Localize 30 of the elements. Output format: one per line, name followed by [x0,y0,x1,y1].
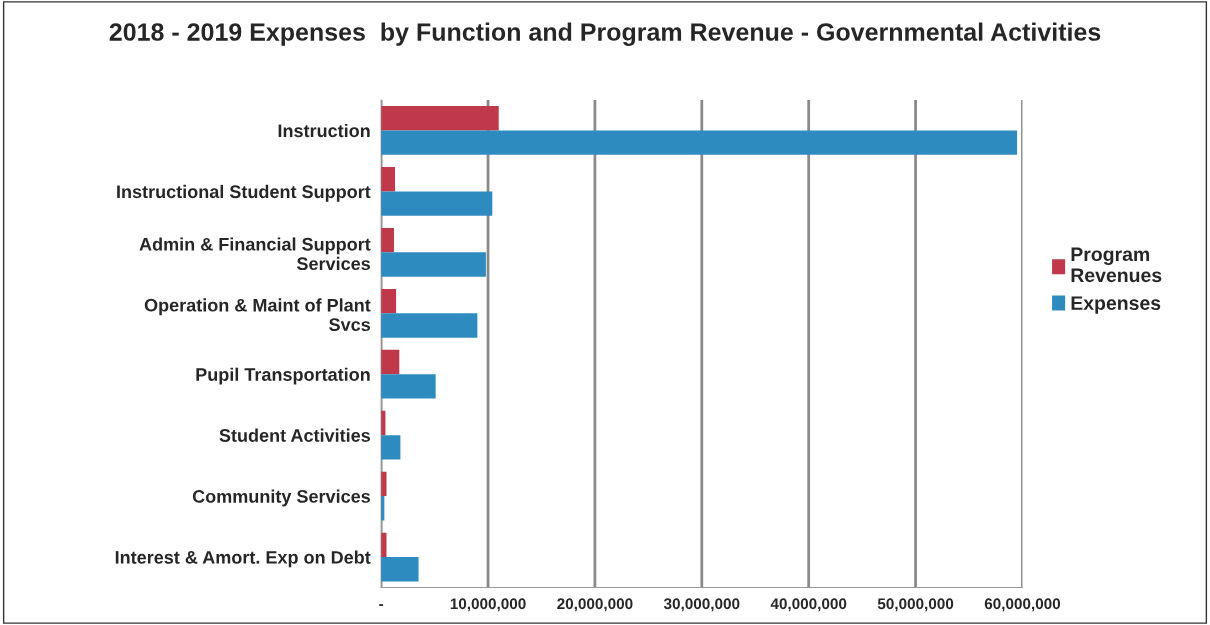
x-tick-label: 50,000,000 [877,598,954,612]
y-tick-label: Admin & Financial Support Services [139,237,371,271]
x-tick-label: 30,000,000 [663,598,740,612]
bar [381,252,486,277]
y-tick-label: Community Services [192,489,370,507]
y-tick-label: Instructional Student Support [117,184,371,202]
bar [381,557,419,582]
bar [381,227,394,253]
x-tick-label: 10,000,000 [450,598,526,612]
bar [381,313,478,338]
y-tick-label: Instruction [278,123,370,138]
bar [381,167,396,192]
y-tick-label: Operation & Maint of Plant Svcs [144,298,371,332]
y-tick-label: Student Activities [219,428,370,442]
y-tick-label: Interest & Amort. Exp on Debt [115,550,371,568]
bar [381,191,493,216]
x-tick-label: 60,000,000 [984,598,1061,612]
legend-label: Expenses [1071,296,1161,314]
bar [381,349,400,375]
bar [381,374,436,399]
bar [381,435,401,460]
bar [381,288,397,314]
legend-label: Program Revenues [1071,247,1162,283]
x-tick-label: - [379,604,384,606]
bar [381,130,1018,155]
x-tick-label: 20,000,000 [557,598,633,612]
chart-title: 2018 - 2019 Expenses by Function and Program Revenue - Governmental Activities [109,22,1101,46]
bar [381,106,499,131]
x-tick-label: 40,000,000 [770,598,847,612]
y-tick-label: Pupil Transportation [196,367,370,385]
